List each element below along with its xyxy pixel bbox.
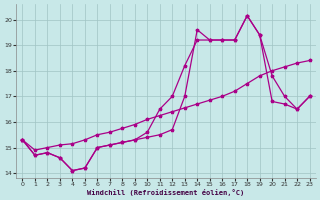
X-axis label: Windchill (Refroidissement éolien,°C): Windchill (Refroidissement éolien,°C)	[87, 189, 245, 196]
